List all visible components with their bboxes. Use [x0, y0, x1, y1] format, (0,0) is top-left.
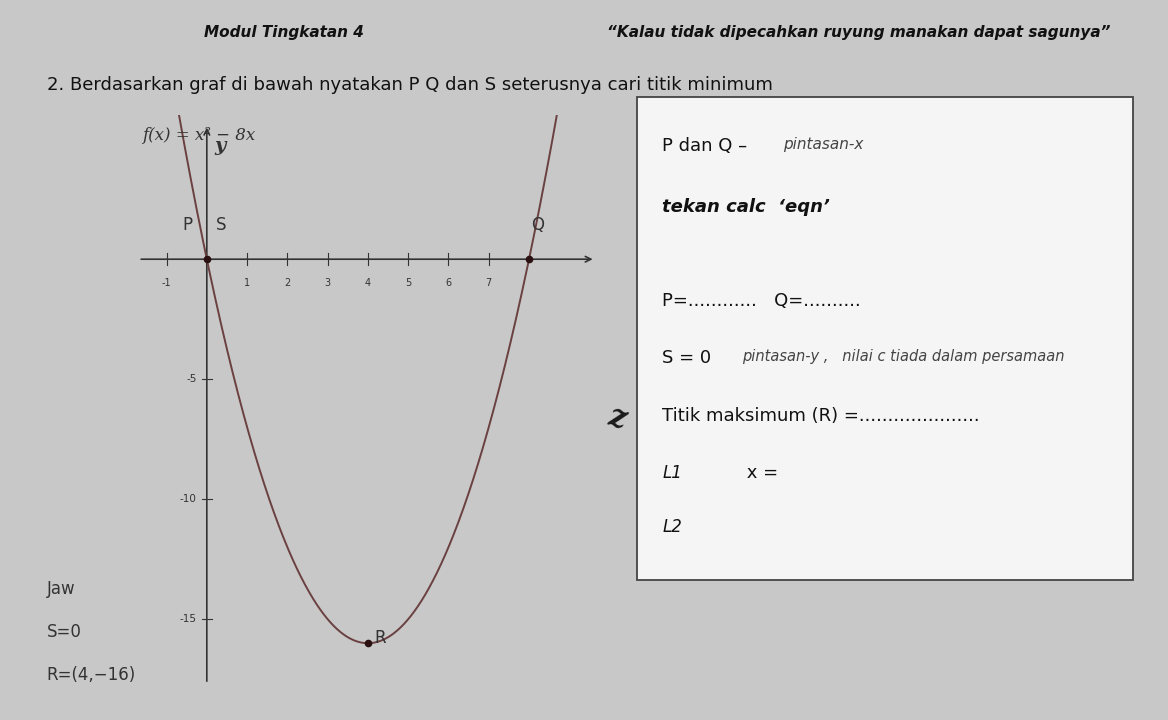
Text: P dan Q –: P dan Q –	[662, 137, 753, 155]
Text: -5: -5	[187, 374, 196, 384]
Text: L2: L2	[662, 518, 682, 536]
Text: P: P	[182, 217, 193, 235]
Text: -1: -1	[161, 279, 172, 289]
Text: 7: 7	[486, 279, 492, 289]
Text: S=0: S=0	[47, 624, 82, 642]
Text: Modul Tingkatan 4: Modul Tingkatan 4	[204, 25, 364, 40]
Text: x =: x =	[718, 464, 778, 482]
Text: S = 0: S = 0	[662, 349, 723, 367]
Text: 6: 6	[445, 279, 452, 289]
Text: 3: 3	[325, 279, 331, 289]
Text: pintasan-y ,   nilai c tiada dalam persamaan: pintasan-y , nilai c tiada dalam persama…	[742, 349, 1064, 364]
Text: Titik maksimum (R) =.....................: Titik maksimum (R) =....................…	[662, 407, 980, 425]
Text: 1: 1	[244, 279, 250, 289]
Text: tekan calc  ‘eqn’: tekan calc ‘eqn’	[662, 198, 830, 216]
Text: z: z	[605, 401, 630, 436]
Text: S: S	[216, 217, 227, 235]
Text: “Kalau tidak dipecahkan ruyung manakan dapat sagunya”: “Kalau tidak dipecahkan ruyung manakan d…	[607, 25, 1111, 40]
Text: 2: 2	[284, 279, 291, 289]
Text: P=............   Q=..........: P=............ Q=..........	[662, 292, 861, 310]
Text: f(x) = x² − 8x: f(x) = x² − 8x	[142, 127, 256, 144]
Text: -10: -10	[180, 494, 196, 504]
Text: 2. Berdasarkan graf di bawah nyatakan P Q dan S seterusnya cari titik minimum: 2. Berdasarkan graf di bawah nyatakan P …	[47, 76, 772, 94]
Text: Jaw: Jaw	[47, 580, 76, 598]
Text: R: R	[374, 629, 385, 647]
Text: y: y	[214, 137, 225, 155]
Text: Q: Q	[531, 217, 544, 235]
Text: -15: -15	[180, 614, 196, 624]
Text: L1: L1	[662, 464, 682, 482]
Text: R=(4,−16): R=(4,−16)	[47, 667, 135, 685]
Text: 5: 5	[405, 279, 411, 289]
Text: 4: 4	[364, 279, 371, 289]
Text: pintasan-x: pintasan-x	[783, 137, 863, 152]
